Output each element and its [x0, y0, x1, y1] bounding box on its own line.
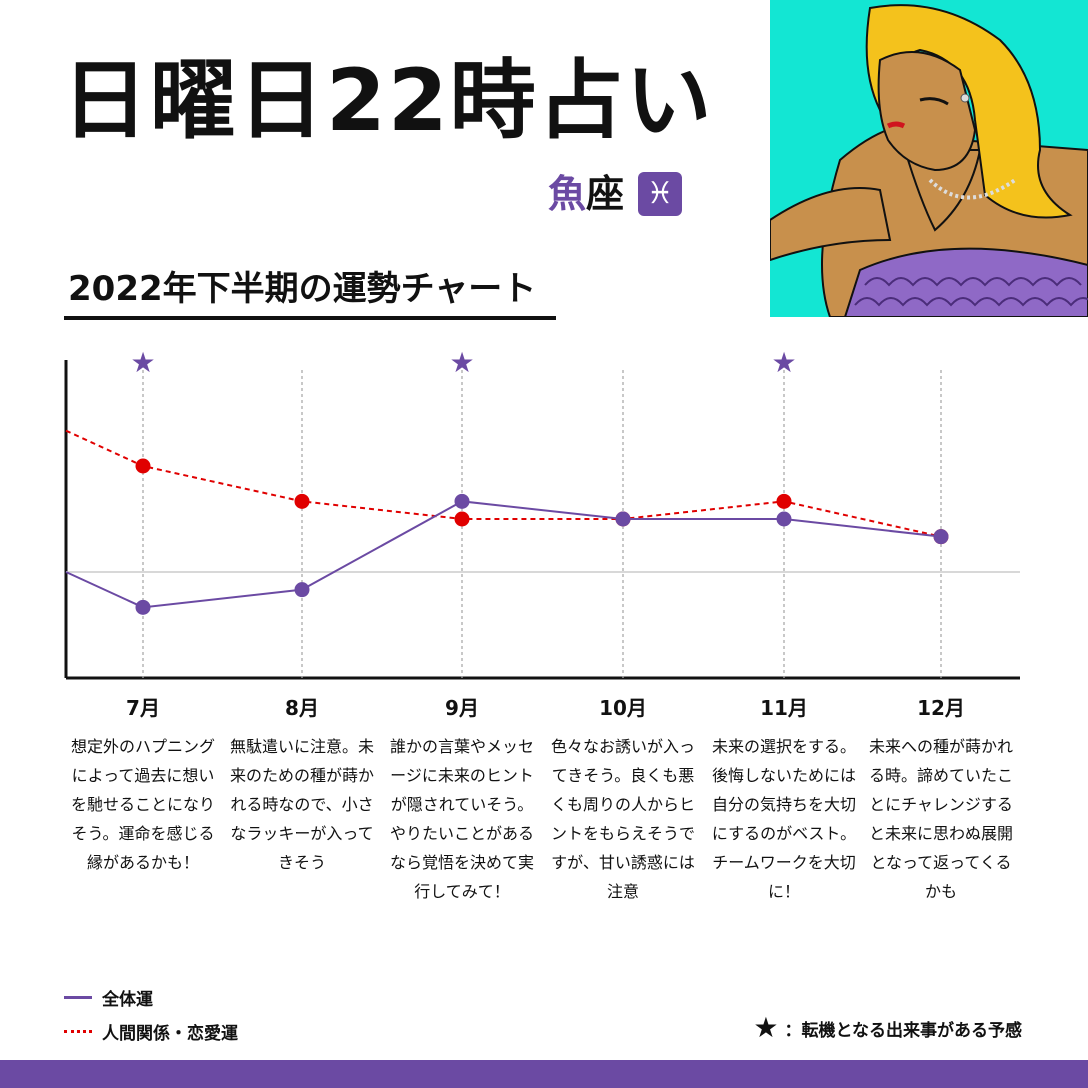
month-column-6: 12月未来への種が蒔かれる時。諦めていたことにチャレンジすると未来に思わぬ展開と…	[866, 698, 1016, 906]
star-marker-5: ★	[771, 346, 796, 379]
star-marker-1: ★	[130, 346, 155, 379]
month-description: 色々なお誘いが入ってきそう。良くも悪くも周りの人からヒントをもらえそうですが、甘…	[550, 737, 695, 901]
series-line-overall	[65, 500, 942, 609]
star-note: ★ ：転機となる出来事がある予感	[753, 1014, 1022, 1042]
month-label: 11月	[760, 696, 808, 720]
month-description: 無駄遣いに注意。未来のための種が蒔かれる時なので、小さなラッキーが入ってきそう	[229, 737, 374, 872]
month-column-5: 11月未来の選択をする。後悔しないためには自分の気持ちを大切にするのがベスト。チ…	[709, 698, 859, 906]
month-label: 12月	[917, 696, 965, 720]
month-column-4: 10月色々なお誘いが入ってきそう。良くも悪くも周りの人からヒントをもらえそうです…	[548, 698, 698, 906]
data-point-overall-1	[135, 599, 151, 615]
month-label: 7月	[126, 696, 160, 720]
portrait-illustration	[770, 0, 1088, 317]
pisces-icon: ♓︎	[638, 172, 683, 216]
zodiac-sign: 魚座 ♓︎	[548, 172, 683, 216]
month-description: 未来への種が蒔かれる時。諦めていたことにチャレンジすると未来に思わぬ展開となって…	[868, 737, 1013, 901]
data-point-relationship-3	[454, 511, 470, 527]
month-label: 10月	[599, 696, 647, 720]
legend-item-relationship: 人間関係・恋愛運	[64, 1016, 238, 1046]
data-point-overall-3	[454, 493, 470, 509]
legend-label-overall: 全体運	[102, 989, 153, 1010]
star-note-text: ：転機となる出来事がある予感	[784, 1020, 1023, 1041]
star-marker-3: ★	[449, 346, 474, 379]
sign-name-accent: 魚	[548, 172, 587, 216]
page-title: 日曜日22時占い	[62, 51, 714, 151]
footer-bar	[0, 1060, 1088, 1088]
month-description: 未来の選択をする。後悔しないためには自分の気持ちを大切にするのがベスト。チームワ…	[711, 737, 857, 901]
star-icon: ★	[753, 1011, 779, 1044]
month-description: 誰かの言葉やメッセージに未来のヒントが隠されていそう。やりたいことがあるなら覚悟…	[389, 737, 534, 901]
data-point-overall-4	[615, 511, 631, 527]
chart-heading: 2022年下半期の運勢チャート	[68, 269, 537, 309]
month-label: 8月	[285, 696, 319, 720]
month-column-2: 8月無駄遣いに注意。未来のための種が蒔かれる時なので、小さなラッキーが入ってきそ…	[227, 698, 377, 877]
month-description: 想定外のハプニングによって過去に想いを馳せることになりそう。運命を感じる縁がある…	[70, 737, 215, 872]
fortune-line-chart: ★ ★ ★	[64, 346, 1020, 680]
legend-dotted-line	[64, 1029, 92, 1033]
data-point-overall-6	[933, 529, 949, 545]
sign-name-rest: 座	[586, 172, 625, 216]
data-point-relationship-5	[776, 493, 792, 509]
legend-solid-line	[64, 995, 92, 999]
data-point-relationship-2	[294, 493, 310, 509]
legend-item-overall: 全体運	[64, 982, 238, 1012]
month-label: 9月	[445, 696, 479, 720]
data-point-overall-5	[776, 511, 792, 527]
legend: 全体運 人間関係・恋愛運	[64, 982, 238, 1050]
data-point-overall-2	[294, 582, 310, 598]
series-line-relationship	[65, 429, 942, 538]
month-column-3: 9月誰かの言葉やメッセージに未来のヒントが隠されていそう。やりたいことがあるなら…	[387, 698, 537, 906]
sign-name: 魚座	[548, 175, 624, 213]
legend-label-relationship: 人間関係・恋愛運	[102, 1023, 238, 1044]
month-column-1: 7月想定外のハプニングによって過去に想いを馳せることになりそう。運命を感じる縁が…	[68, 698, 218, 877]
data-point-relationship-1	[135, 458, 151, 474]
heading-underline	[64, 316, 556, 320]
